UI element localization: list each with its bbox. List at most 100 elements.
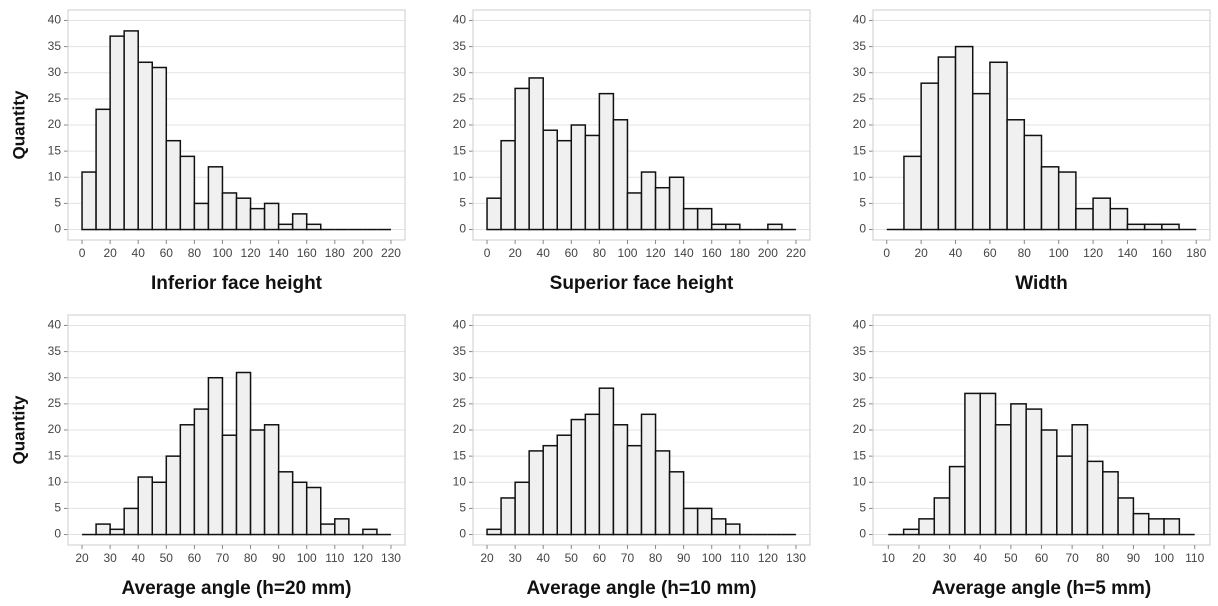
x-axis-label: Average angle (h=5 mm) bbox=[932, 578, 1151, 599]
y-tick-label: 35 bbox=[853, 344, 867, 358]
y-tick-label: 30 bbox=[48, 370, 62, 384]
y-tick-label: 15 bbox=[453, 143, 467, 157]
y-tick-label: 25 bbox=[48, 396, 62, 410]
bar bbox=[725, 523, 741, 536]
bar bbox=[902, 528, 920, 536]
x-tick-label: 70 bbox=[1065, 551, 1079, 565]
plot-frame bbox=[67, 314, 406, 546]
bar bbox=[903, 155, 922, 231]
y-tick-label: 30 bbox=[853, 370, 867, 384]
x-tick-label: 80 bbox=[188, 246, 202, 260]
y-axis-label: Quantity bbox=[9, 395, 28, 464]
bar bbox=[514, 481, 530, 536]
bar bbox=[612, 424, 629, 536]
bar bbox=[570, 418, 587, 536]
y-tick-label: 40 bbox=[453, 318, 467, 332]
x-tick-label: 40 bbox=[537, 246, 551, 260]
x-tick-label: 0 bbox=[79, 246, 86, 260]
x-tick-label: 20 bbox=[103, 246, 117, 260]
bar bbox=[291, 213, 308, 231]
bar bbox=[654, 450, 671, 536]
bar bbox=[710, 518, 727, 536]
y-axis-label: Quantity bbox=[9, 90, 28, 159]
bar bbox=[334, 518, 350, 536]
bar bbox=[528, 77, 544, 231]
y-tick-label: 40 bbox=[853, 13, 867, 27]
bar bbox=[1163, 518, 1181, 536]
plot-frame bbox=[67, 9, 406, 241]
bar bbox=[1010, 403, 1027, 536]
bar bbox=[979, 392, 997, 536]
y-tick-label: 0 bbox=[859, 527, 866, 541]
plot-frame bbox=[472, 9, 811, 241]
bar bbox=[221, 192, 238, 231]
bar bbox=[948, 465, 966, 536]
bar bbox=[277, 471, 294, 536]
x-tick-label: 110 bbox=[325, 551, 344, 565]
x-tick-label: 50 bbox=[565, 551, 579, 565]
x-tick-label: 200 bbox=[758, 246, 778, 260]
x-tick-label: 20 bbox=[914, 246, 928, 260]
x-tick-label: 20 bbox=[480, 551, 494, 565]
y-tick-label: 40 bbox=[453, 13, 467, 27]
x-tick-label: 130 bbox=[381, 551, 401, 565]
bar bbox=[920, 82, 940, 231]
bar bbox=[277, 223, 294, 231]
x-tick-label: 70 bbox=[216, 551, 230, 565]
bar bbox=[1057, 171, 1077, 231]
x-tick-label: 20 bbox=[75, 551, 89, 565]
bar bbox=[1006, 119, 1026, 231]
bar bbox=[933, 497, 951, 536]
x-tick-label: 160 bbox=[1152, 246, 1172, 260]
x-tick-label: 140 bbox=[269, 246, 289, 260]
bar bbox=[207, 166, 224, 231]
x-tick-label: 220 bbox=[381, 246, 401, 260]
bar bbox=[109, 528, 125, 536]
bar bbox=[123, 30, 139, 231]
y-tick-label: 20 bbox=[853, 422, 867, 436]
bar bbox=[151, 481, 168, 536]
x-tick-label: 0 bbox=[883, 246, 890, 260]
bar bbox=[640, 413, 657, 536]
x-tick-label: 50 bbox=[160, 551, 174, 565]
bar bbox=[1143, 223, 1163, 231]
x-tick-label: 60 bbox=[593, 551, 607, 565]
bar bbox=[109, 35, 125, 231]
bar bbox=[528, 450, 544, 536]
bar bbox=[556, 434, 573, 536]
y-tick-label: 15 bbox=[453, 448, 467, 462]
bar bbox=[165, 455, 182, 536]
y-tick-label: 10 bbox=[453, 169, 467, 183]
bar bbox=[193, 408, 210, 536]
x-axis-label: Average angle (h=10 mm) bbox=[526, 578, 756, 599]
y-tick-label: 5 bbox=[459, 501, 466, 515]
bar bbox=[151, 66, 168, 231]
bar bbox=[626, 192, 643, 231]
bar bbox=[971, 92, 991, 231]
y-tick-label: 35 bbox=[453, 39, 467, 53]
y-tick-label: 15 bbox=[853, 448, 867, 462]
bar bbox=[291, 481, 308, 536]
bar bbox=[767, 223, 783, 231]
x-axis-label: Inferior face height bbox=[151, 273, 323, 294]
bar bbox=[207, 376, 224, 536]
x-tick-label: 130 bbox=[786, 551, 806, 565]
x-axis-label: Width bbox=[1015, 273, 1068, 294]
bar bbox=[640, 171, 657, 231]
x-tick-label: 80 bbox=[649, 551, 663, 565]
bar bbox=[725, 223, 741, 231]
y-tick-label: 5 bbox=[54, 196, 61, 210]
y-tick-label: 25 bbox=[453, 91, 467, 105]
y-tick-label: 40 bbox=[853, 318, 867, 332]
x-tick-label: 220 bbox=[786, 246, 806, 260]
y-tick-label: 10 bbox=[48, 474, 62, 488]
x-tick-label: 180 bbox=[1186, 246, 1206, 260]
y-tick-label: 20 bbox=[48, 422, 62, 436]
bar bbox=[1086, 460, 1104, 536]
bar bbox=[500, 497, 516, 536]
plot-frame bbox=[472, 314, 811, 546]
y-tick-label: 15 bbox=[48, 448, 62, 462]
bar bbox=[1132, 512, 1150, 536]
bar bbox=[320, 523, 336, 536]
